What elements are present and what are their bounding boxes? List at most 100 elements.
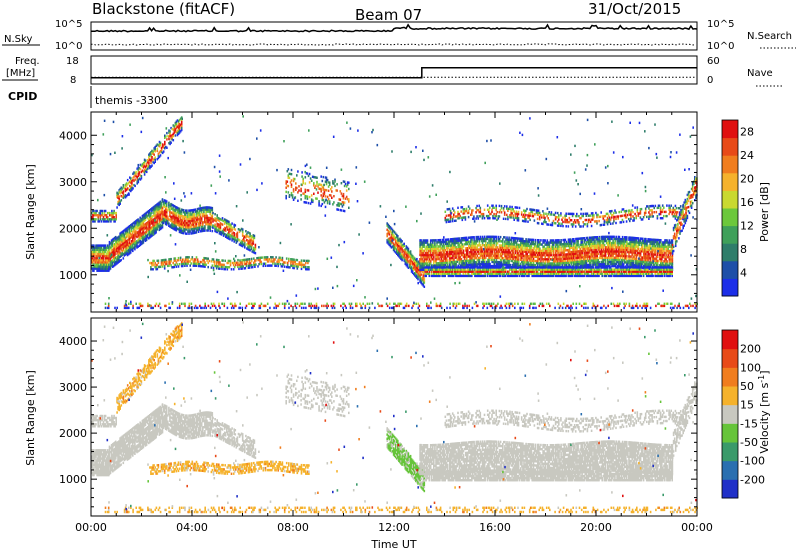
scatter-cell	[137, 220, 139, 223]
scatter-cell	[127, 242, 130, 245]
scatter-cell	[104, 261, 107, 264]
scatter-cell	[290, 264, 292, 267]
scatter-cell	[308, 304, 310, 308]
scatter-cell	[643, 304, 645, 308]
scatter-cell	[189, 211, 191, 214]
scatter-cell	[224, 227, 227, 230]
scatter-cell	[408, 251, 411, 254]
scatter-cell	[179, 224, 182, 228]
scatter-cell	[192, 208, 195, 212]
scatter-cell	[208, 210, 210, 213]
freq-series	[91, 67, 697, 79]
scatter-cell	[343, 180, 346, 183]
scatter-cell	[482, 306, 484, 310]
scatter-cell	[249, 242, 251, 246]
scatter-cell	[245, 262, 248, 266]
scatter-cell	[425, 241, 428, 244]
scatter-cell	[160, 208, 163, 211]
scatter-cell	[517, 260, 520, 263]
scatter-cell	[210, 223, 213, 226]
scatter-cell	[584, 302, 586, 305]
scatter-cell	[250, 247, 252, 250]
scatter-cell	[184, 215, 186, 218]
scatter-cell	[351, 306, 354, 310]
scatter-cell	[187, 306, 189, 310]
scatter-cell	[98, 259, 100, 262]
scatter-cell	[356, 304, 358, 308]
scatter-cell	[433, 255, 435, 259]
scatter-cell	[253, 302, 255, 305]
scatter-cell	[108, 266, 111, 269]
scatter-cell	[125, 250, 128, 253]
scatter-cell	[227, 226, 229, 229]
scatter-cell	[591, 306, 594, 310]
scatter-cell	[194, 221, 197, 224]
scatter-cell	[694, 306, 696, 310]
scatter-cell	[219, 261, 221, 264]
scatter-cell	[205, 218, 207, 222]
scatter-cell	[310, 200, 313, 203]
scatter-cell	[206, 208, 208, 211]
scatter-cell	[120, 244, 122, 247]
scatter-cell	[118, 260, 120, 263]
scatter-cell	[190, 215, 192, 218]
scatter-cell	[429, 253, 432, 257]
scatter-cell	[155, 206, 157, 209]
scatter-cell	[377, 302, 379, 305]
scatter-cell	[207, 210, 209, 213]
scatter-cell	[204, 227, 206, 230]
scatter-cell	[165, 200, 168, 203]
scatter-cell	[141, 165, 144, 168]
scatter-cell	[331, 186, 333, 189]
scatter-cell	[282, 261, 285, 264]
scatter-cell	[130, 189, 132, 193]
scatter-cell	[153, 153, 155, 156]
scatter-cell	[254, 265, 256, 268]
scatter-cell	[252, 306, 254, 310]
scatter-cell	[259, 256, 261, 259]
scatter-cell	[510, 240, 513, 244]
scatter-cell	[173, 223, 175, 227]
scatter-cell	[663, 302, 666, 305]
scatter-cell	[157, 202, 160, 205]
scatter-cell	[149, 213, 151, 216]
scatter-cell	[462, 245, 465, 248]
scatter-cell	[156, 207, 158, 210]
scatter-cell	[121, 241, 123, 244]
scatter-cell	[295, 306, 298, 310]
scatter-cell	[101, 267, 104, 270]
scatter-cell	[197, 264, 200, 268]
scatter-cell	[313, 175, 315, 179]
scatter-cell	[397, 237, 399, 240]
scatter-cell	[209, 212, 211, 216]
scatter-cell	[102, 269, 105, 272]
scatter-cell	[271, 258, 273, 261]
scatter-cell	[161, 221, 164, 224]
scatter-cell	[95, 259, 97, 262]
scatter-cell	[686, 304, 689, 308]
scatter-cell	[321, 196, 324, 199]
scatter-cell	[163, 220, 166, 223]
scatter-cell	[92, 250, 94, 254]
scatter-cell	[259, 260, 261, 264]
scatter-cell	[240, 242, 243, 245]
scatter-cell	[548, 243, 551, 246]
scatter-cell	[194, 216, 197, 220]
scatter-cell	[241, 265, 243, 268]
scatter-cell	[295, 186, 297, 189]
scatter-cell	[125, 227, 128, 230]
scatter-cell	[99, 259, 102, 262]
scatter-cell	[137, 232, 139, 236]
scatter-cell	[149, 154, 151, 157]
scatter-cell	[157, 259, 160, 262]
scatter-cell	[541, 302, 544, 305]
scatter-cell	[514, 302, 516, 305]
scatter-cell	[324, 195, 327, 198]
scatter-cell	[539, 241, 541, 244]
scatter-cell	[417, 278, 419, 281]
scatter-cell	[176, 223, 179, 226]
scatter-cell	[131, 184, 133, 187]
scatter-cell	[342, 192, 345, 196]
scatter-cell	[325, 189, 328, 192]
scatter-cell	[423, 243, 426, 246]
